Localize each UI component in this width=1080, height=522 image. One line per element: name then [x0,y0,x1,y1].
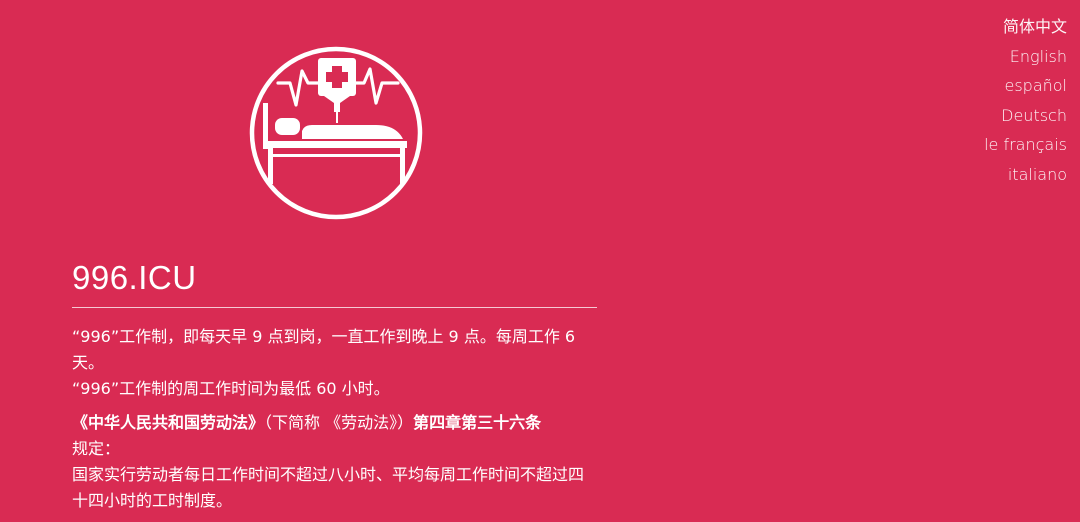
law-suffix: 规定： [72,439,121,458]
law-text: 国家实行劳动者每日工作时间不超过八小时、平均每周工作时间不超过四十四小时的工时制… [72,465,585,510]
main-content: 996.ICU “996”工作制，即每天早 9 点到岗，一直工作到晚上 9 点。… [72,252,597,514]
law-title: 《中华人民共和国劳动法》 [72,413,265,432]
language-nav: 简体中文 English español Deutsch le français… [984,12,1067,189]
lang-link-de[interactable]: Deutsch [1001,105,1067,125]
lang-link-en[interactable]: English [1009,46,1067,66]
intro-line-1: “996”工作制，即每天早 9 点到岗，一直工作到晚上 9 点。每周工作 6 天… [72,327,576,372]
law-abbreviation: （下简称 《劳动法》） [264,413,414,432]
icu-bed-icon [248,45,424,221]
divider [72,307,597,308]
site-title: 996.ICU [72,259,197,296]
lang-link-zh-cn[interactable]: 简体中文 [1002,17,1067,36]
lang-link-it[interactable]: italiano [1007,164,1067,184]
lang-link-fr[interactable]: le français [984,135,1067,154]
intro-paragraph: “996”工作制，即每天早 9 点到岗，一直工作到晚上 9 点。每周工作 6 天… [72,324,597,402]
lang-link-es[interactable]: español [1004,76,1067,95]
law-article: 第四章第三十六条 [413,413,542,432]
law-paragraph: 《中华人民共和国劳动法》（下简称 《劳动法》）第四章第三十六条 规定： 国家实行… [72,410,597,514]
intro-line-2: “996”工作制的周工作时间为最低 60 小时。 [72,379,390,398]
